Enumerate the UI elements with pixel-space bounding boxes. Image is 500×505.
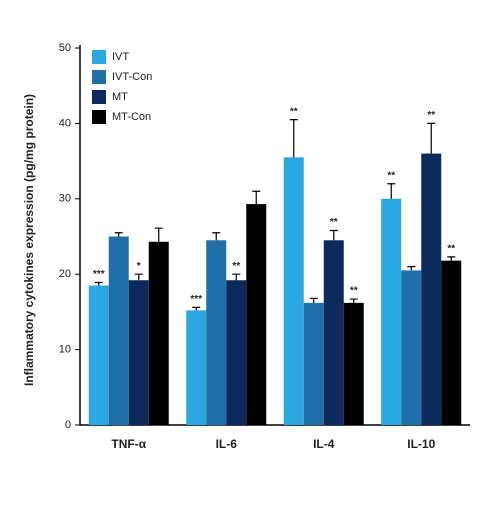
error-bar <box>114 232 123 237</box>
significance-label: ** <box>330 217 338 228</box>
bar <box>303 302 324 425</box>
error-bar <box>447 256 456 261</box>
error-bar <box>192 306 201 311</box>
bar <box>148 241 169 425</box>
significance-label: * <box>137 261 141 272</box>
bar <box>421 153 442 425</box>
y-tick-label: 20 <box>59 268 71 280</box>
error-bar <box>252 190 261 205</box>
error-bar <box>349 298 358 303</box>
bar <box>401 270 422 425</box>
x-tick-label: TNF-α <box>111 437 146 451</box>
bar <box>88 285 109 425</box>
legend-swatch <box>92 90 106 104</box>
bar <box>246 204 267 425</box>
legend-label: MT <box>112 91 128 103</box>
significance-label: *** <box>93 269 105 280</box>
legend-label: IVT-Con <box>112 71 152 83</box>
bar <box>323 240 344 425</box>
y-tick-label: 30 <box>59 193 71 205</box>
significance-label: *** <box>190 294 202 305</box>
significance-label: ** <box>232 261 240 272</box>
x-tick-label: IL-10 <box>407 437 435 451</box>
x-tick-label: IL-6 <box>216 437 238 451</box>
y-axis-label: Inflammatory cytokines expression (pg/mg… <box>22 94 36 386</box>
bar <box>206 240 227 425</box>
bar <box>441 260 462 425</box>
bar <box>343 302 364 425</box>
bar <box>381 198 402 425</box>
y-tick-label: 50 <box>59 42 71 54</box>
bar <box>186 310 207 425</box>
error-bar <box>387 183 396 199</box>
significance-label: ** <box>387 170 395 181</box>
y-tick-label: 10 <box>59 344 71 356</box>
bar <box>226 280 247 425</box>
bar <box>128 280 149 425</box>
legend-swatch <box>92 50 106 64</box>
y-tick-label: 40 <box>59 117 71 129</box>
legend-swatch <box>92 110 106 124</box>
bar <box>108 236 129 425</box>
error-bar <box>154 227 163 242</box>
error-bar <box>407 266 416 271</box>
y-tick-label: 0 <box>65 419 71 431</box>
error-bar <box>289 119 298 158</box>
error-bar <box>427 122 436 154</box>
significance-label: ** <box>447 243 455 254</box>
significance-label: ** <box>350 286 358 297</box>
error-bar <box>212 232 221 241</box>
legend-swatch <box>92 70 106 84</box>
significance-label: ** <box>427 110 435 121</box>
significance-label: ** <box>290 106 298 117</box>
error-bar <box>232 273 241 281</box>
error-bar <box>309 297 318 303</box>
x-tick-label: IL-4 <box>313 437 335 451</box>
bar <box>283 157 304 425</box>
legend-label: MT-Con <box>112 111 151 123</box>
error-bar <box>134 273 143 281</box>
error-bar <box>329 229 338 241</box>
legend-label: IVT <box>112 51 129 63</box>
error-bar <box>94 281 103 286</box>
